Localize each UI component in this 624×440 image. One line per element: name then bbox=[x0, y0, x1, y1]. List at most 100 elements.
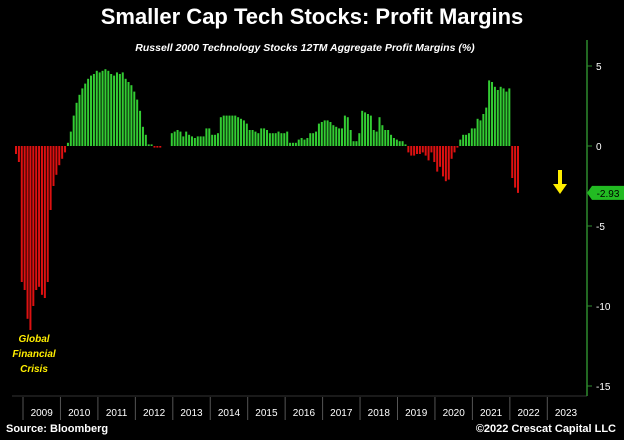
annotation-line: Financial bbox=[12, 349, 56, 360]
x-tick-label: 2018 bbox=[368, 408, 391, 419]
bar bbox=[251, 130, 254, 146]
bar bbox=[81, 88, 84, 146]
bar bbox=[326, 120, 329, 146]
bar bbox=[72, 115, 75, 146]
bar bbox=[488, 80, 491, 146]
bar bbox=[222, 115, 225, 146]
bar bbox=[130, 85, 133, 146]
bar bbox=[43, 146, 46, 298]
bar bbox=[404, 144, 407, 146]
copyright-label: ©2022 Crescat Capital LLC bbox=[475, 423, 616, 435]
bar bbox=[84, 83, 87, 146]
bar bbox=[418, 146, 421, 154]
bar bbox=[392, 138, 395, 146]
x-tick-label: 2022 bbox=[517, 408, 540, 419]
bar bbox=[444, 146, 447, 182]
bar bbox=[15, 146, 17, 154]
bar bbox=[467, 133, 470, 146]
bar bbox=[387, 130, 390, 146]
bar bbox=[514, 146, 517, 188]
bar bbox=[317, 123, 320, 146]
bar bbox=[291, 142, 294, 146]
bar bbox=[355, 141, 358, 146]
bar bbox=[228, 115, 231, 146]
bar bbox=[211, 134, 214, 146]
bar bbox=[482, 114, 485, 146]
bar bbox=[268, 133, 271, 146]
bar bbox=[511, 146, 514, 178]
last-value-label: -2.93 bbox=[597, 189, 620, 200]
bar bbox=[248, 130, 251, 146]
bar bbox=[66, 142, 69, 146]
x-tick-label: 2009 bbox=[31, 408, 54, 419]
bar bbox=[266, 130, 268, 146]
bar bbox=[188, 134, 191, 146]
bar bbox=[52, 146, 55, 186]
bar bbox=[427, 146, 430, 161]
bar bbox=[113, 75, 116, 146]
bar bbox=[263, 128, 266, 146]
bar bbox=[69, 131, 72, 146]
bar bbox=[343, 115, 346, 146]
bar bbox=[485, 107, 488, 146]
bar bbox=[323, 120, 326, 146]
bar bbox=[332, 125, 335, 146]
x-tick-label: 2019 bbox=[405, 408, 428, 419]
y-tick-label: -15 bbox=[596, 382, 611, 393]
x-tick-label: 2011 bbox=[106, 408, 128, 419]
marker-group: -2.93 bbox=[553, 170, 624, 200]
bar bbox=[470, 128, 473, 146]
x-tick-label: 2015 bbox=[255, 408, 278, 419]
bar bbox=[225, 115, 228, 146]
bar bbox=[364, 112, 367, 146]
bar bbox=[156, 146, 159, 148]
bar bbox=[17, 146, 20, 162]
y-tick-label: -10 bbox=[596, 302, 611, 313]
chart-subtitle: Russell 2000 Technology Stocks 12TM Aggr… bbox=[135, 42, 475, 54]
bar bbox=[349, 130, 352, 146]
bar bbox=[271, 133, 274, 146]
bar bbox=[107, 70, 110, 146]
annotation-line: Global bbox=[18, 334, 50, 345]
bar bbox=[38, 146, 41, 287]
x-tick-label: 2020 bbox=[443, 408, 466, 419]
y-axis: 5 0 -5 -10 -15 bbox=[586, 40, 611, 396]
bar bbox=[115, 72, 118, 146]
bar bbox=[49, 146, 52, 210]
last-value-badge bbox=[587, 185, 624, 200]
bar bbox=[104, 69, 107, 146]
bar bbox=[297, 139, 300, 146]
bar bbox=[75, 102, 78, 146]
bar bbox=[338, 128, 341, 146]
bar bbox=[369, 115, 372, 146]
bar bbox=[124, 78, 127, 146]
bar bbox=[64, 146, 67, 153]
bar bbox=[277, 131, 280, 146]
bar bbox=[196, 136, 199, 146]
bar bbox=[199, 136, 202, 146]
bar bbox=[312, 133, 315, 146]
bar bbox=[170, 133, 173, 146]
bar bbox=[479, 120, 482, 146]
bar bbox=[289, 142, 292, 146]
bar bbox=[101, 70, 104, 146]
bar bbox=[375, 131, 378, 146]
bar bbox=[92, 74, 95, 146]
bar bbox=[473, 128, 476, 146]
bar bbox=[352, 141, 355, 146]
bar bbox=[516, 146, 519, 193]
x-tick-label: 2023 bbox=[555, 408, 578, 419]
bar bbox=[234, 115, 237, 146]
x-axis: 2009 2010 2011 2012 2013 2014 2015 2016 2017 2018… bbox=[12, 395, 587, 420]
bar bbox=[179, 131, 182, 146]
bar bbox=[98, 72, 101, 146]
bar bbox=[384, 130, 387, 146]
bar bbox=[309, 133, 312, 146]
bar bbox=[294, 142, 297, 146]
bar bbox=[133, 91, 136, 146]
bar bbox=[341, 128, 343, 146]
bar bbox=[144, 134, 147, 146]
bar bbox=[407, 146, 410, 153]
bar bbox=[147, 144, 150, 146]
